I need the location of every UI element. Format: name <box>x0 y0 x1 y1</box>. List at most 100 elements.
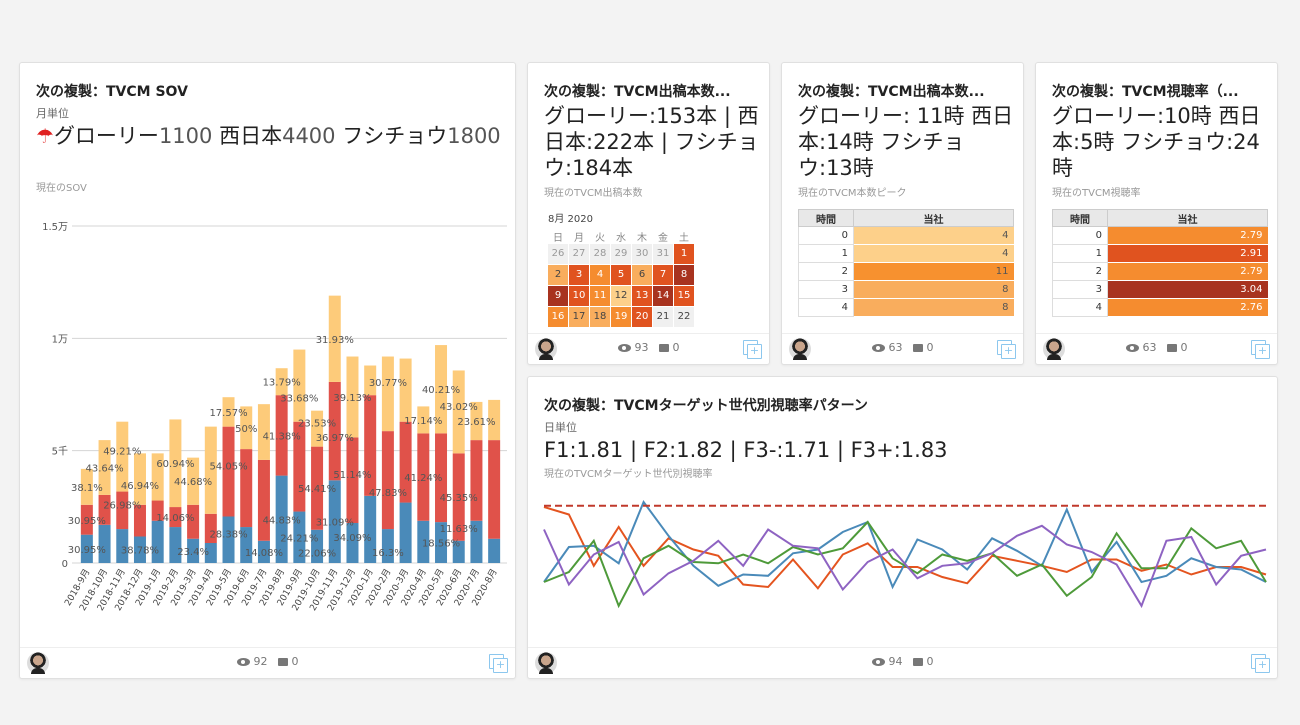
calendar-day[interactable]: 4 <box>590 265 610 285</box>
bar-segment[interactable] <box>311 446 324 530</box>
card-title[interactable]: 次の複製：TVCM出稿本数... <box>798 84 985 100</box>
bar-segment[interactable] <box>222 397 235 427</box>
calendar-day[interactable]: 18 <box>590 307 610 327</box>
column-header[interactable]: 時間 <box>798 209 854 227</box>
bar-segment[interactable] <box>169 527 182 563</box>
bar-segment[interactable] <box>80 468 93 505</box>
bar-segment[interactable] <box>381 431 394 530</box>
bar-segment[interactable] <box>293 349 306 422</box>
bar-segment[interactable] <box>328 381 341 481</box>
column-header[interactable]: 当社 <box>853 209 1014 227</box>
duplicate-icon[interactable] <box>1251 340 1270 359</box>
bar-segment[interactable] <box>381 356 394 432</box>
avatar[interactable] <box>789 338 811 360</box>
series-line[interactable] <box>543 499 1267 590</box>
bar-segment[interactable] <box>435 345 448 434</box>
calendar-day[interactable]: 13 <box>632 286 652 306</box>
avatar[interactable] <box>535 652 557 674</box>
bar-segment[interactable] <box>204 426 217 514</box>
bar-segment[interactable] <box>240 527 253 563</box>
card-title[interactable]: 次の複製：TVCM SOV <box>36 84 188 100</box>
calendar-day[interactable]: 19 <box>611 307 631 327</box>
bar-segment[interactable] <box>275 395 288 476</box>
calendar-day[interactable]: 11 <box>590 286 610 306</box>
avatar[interactable] <box>1043 338 1065 360</box>
calendar-day[interactable]: 31 <box>653 244 673 264</box>
avatar[interactable] <box>27 652 49 674</box>
calendar-day[interactable]: 16 <box>548 307 568 327</box>
bar-segment[interactable] <box>364 365 377 396</box>
column-header[interactable]: 当社 <box>1107 209 1268 227</box>
calendar-day[interactable]: 7 <box>653 265 673 285</box>
bar-segment[interactable] <box>417 406 430 434</box>
card-title[interactable]: 次の複製：TVCM出稿本数... <box>544 84 731 100</box>
comments-count[interactable]: 0 <box>1166 341 1188 354</box>
card-title[interactable]: 次の複製：TVCM視聴率（... <box>1052 84 1239 100</box>
bar-segment[interactable] <box>452 540 465 563</box>
bar-segment[interactable] <box>311 410 324 447</box>
comments-count[interactable]: 0 <box>277 655 299 668</box>
bar-segment[interactable] <box>80 534 93 563</box>
bar-segment[interactable] <box>346 437 359 524</box>
bar-segment[interactable] <box>240 449 253 528</box>
bar-segment[interactable] <box>116 421 129 492</box>
calendar-day[interactable]: 17 <box>569 307 589 327</box>
bar-segment[interactable] <box>257 540 270 563</box>
bar-segment[interactable] <box>293 421 306 512</box>
calendar-day[interactable]: 28 <box>590 244 610 264</box>
bar-segment[interactable] <box>98 524 111 563</box>
comments-count[interactable]: 0 <box>912 655 934 668</box>
bar-segment[interactable] <box>240 406 253 450</box>
bar-segment[interactable] <box>452 453 465 541</box>
calendar-day[interactable]: 29 <box>611 244 631 264</box>
bar-segment[interactable] <box>222 516 235 563</box>
series-line[interactable] <box>543 524 1267 609</box>
bar-segment[interactable] <box>435 433 448 523</box>
calendar-day[interactable]: 10 <box>569 286 589 306</box>
calendar-day[interactable]: 1 <box>674 244 694 264</box>
bar-segment[interactable] <box>80 504 93 535</box>
bar-segment[interactable] <box>169 419 182 508</box>
series-line[interactable] <box>543 520 1267 609</box>
duplicate-icon[interactable] <box>1251 654 1270 673</box>
bar-segment[interactable] <box>151 453 164 501</box>
bar-segment[interactable] <box>399 421 412 503</box>
bar-segment[interactable] <box>169 507 182 528</box>
calendar-day[interactable]: 26 <box>548 244 568 264</box>
calendar-day[interactable]: 20 <box>632 307 652 327</box>
bar-segment[interactable] <box>364 395 377 496</box>
calendar-day[interactable]: 8 <box>674 265 694 285</box>
avatar[interactable] <box>535 338 557 360</box>
bar-segment[interactable] <box>275 368 288 396</box>
calendar-day[interactable]: 5 <box>611 265 631 285</box>
bar-segment[interactable] <box>470 440 483 521</box>
calendar-day[interactable]: 12 <box>611 286 631 306</box>
bar-segment[interactable] <box>452 370 465 454</box>
bar-segment[interactable] <box>328 480 341 563</box>
bar-segment[interactable] <box>346 523 359 563</box>
calendar-day[interactable]: 3 <box>569 265 589 285</box>
bar-segment[interactable] <box>470 520 483 563</box>
calendar-day[interactable]: 15 <box>674 286 694 306</box>
bar-segment[interactable] <box>98 440 111 495</box>
bar-segment[interactable] <box>293 511 306 563</box>
bar-segment[interactable] <box>257 404 270 460</box>
bar-segment[interactable] <box>116 491 129 530</box>
calendar-day[interactable]: 2 <box>548 265 568 285</box>
bar-segment[interactable] <box>364 495 377 563</box>
bar-segment[interactable] <box>399 502 412 563</box>
duplicate-icon[interactable] <box>489 654 508 673</box>
bar-segment[interactable] <box>275 475 288 563</box>
bar-segment[interactable] <box>381 529 394 563</box>
bar-segment[interactable] <box>187 504 200 539</box>
comments-count[interactable]: 0 <box>912 341 934 354</box>
bar-segment[interactable] <box>328 295 341 382</box>
bar-segment[interactable] <box>399 358 412 422</box>
bar-segment[interactable] <box>98 494 111 525</box>
bar-segment[interactable] <box>222 426 235 517</box>
duplicate-icon[interactable] <box>997 340 1016 359</box>
bar-segment[interactable] <box>151 520 164 563</box>
bar-segment[interactable] <box>417 520 430 563</box>
bar-segment[interactable] <box>204 543 217 563</box>
bar-segment[interactable] <box>346 356 359 438</box>
